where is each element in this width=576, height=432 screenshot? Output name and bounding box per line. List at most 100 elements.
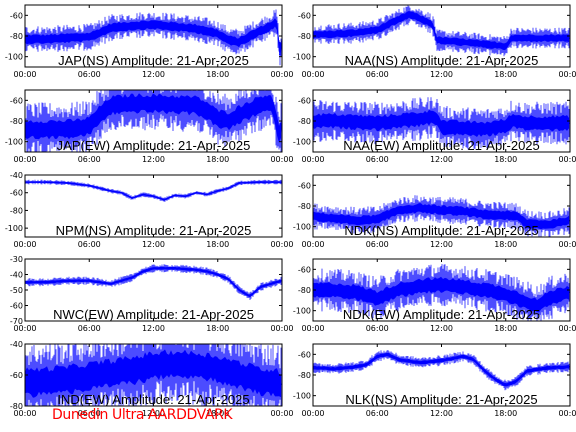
x-tick-label: 06:00 bbox=[78, 155, 101, 164]
chart-title: JAP(NS) Amplitude: 21-Apr-2025 bbox=[58, 53, 249, 68]
data-point bbox=[435, 39, 437, 41]
data-point bbox=[451, 357, 454, 360]
data-point bbox=[483, 213, 486, 216]
data-point bbox=[419, 285, 421, 287]
y-tick-label: -80 bbox=[298, 202, 311, 211]
x-tick-label: 12:00 bbox=[142, 70, 165, 79]
noise-band bbox=[313, 353, 569, 387]
data-point bbox=[494, 378, 496, 380]
x-tick-label: 00:00 bbox=[13, 240, 36, 249]
x-tick-label: 12:00 bbox=[430, 240, 453, 249]
data-layer bbox=[25, 344, 282, 406]
y-tick-label: -100 bbox=[293, 223, 311, 232]
data-point bbox=[376, 297, 379, 300]
data-point bbox=[435, 116, 437, 118]
data-point bbox=[537, 305, 539, 308]
data-point bbox=[270, 101, 273, 104]
data-point bbox=[515, 215, 518, 218]
data-layer bbox=[25, 9, 282, 66]
data-point bbox=[483, 289, 486, 291]
data-point bbox=[45, 380, 48, 383]
data-point bbox=[131, 102, 134, 105]
data-point bbox=[227, 278, 230, 280]
data-point bbox=[174, 25, 176, 28]
data-point bbox=[376, 355, 379, 358]
data-point bbox=[66, 279, 69, 282]
x-tick-label: 00:00 bbox=[13, 155, 36, 164]
data-point bbox=[131, 197, 134, 199]
data-point bbox=[66, 378, 69, 381]
data-point bbox=[433, 26, 435, 29]
x-tick-label: 18:00 bbox=[206, 324, 229, 333]
data-point bbox=[483, 43, 486, 46]
data-point bbox=[259, 286, 262, 288]
data-point bbox=[504, 384, 507, 387]
data-point bbox=[354, 219, 357, 222]
y-tick-label: -40 bbox=[10, 340, 23, 349]
y-tick-label: -80 bbox=[10, 32, 23, 41]
y-tick-label: -60 bbox=[298, 265, 311, 274]
x-tick-label: 00:00 bbox=[270, 409, 293, 418]
y-tick-label: -100 bbox=[293, 307, 311, 316]
data-point bbox=[333, 33, 336, 35]
data-point bbox=[376, 218, 379, 221]
data-layer bbox=[313, 264, 570, 321]
x-tick-label: 06:00 bbox=[78, 409, 101, 418]
x-tick-label: 12:00 bbox=[142, 409, 165, 418]
y-tick-label: -80 bbox=[10, 117, 23, 126]
data-point bbox=[504, 214, 507, 217]
data-point bbox=[419, 207, 421, 210]
data-point bbox=[333, 367, 336, 370]
data-point bbox=[131, 369, 134, 372]
chart-title: NPM(NS) Amplitude: 21-Apr-2025 bbox=[56, 223, 252, 238]
data-point bbox=[462, 127, 464, 130]
data-point bbox=[206, 270, 208, 273]
x-tick-label: 00:00 bbox=[558, 409, 576, 418]
data-point bbox=[45, 281, 48, 284]
data-point bbox=[547, 122, 550, 124]
data-point bbox=[270, 24, 273, 27]
data-point bbox=[354, 291, 357, 293]
data-point bbox=[333, 289, 336, 291]
data-point bbox=[238, 41, 241, 44]
data-point bbox=[216, 190, 219, 192]
data-point bbox=[93, 34, 96, 36]
data-point bbox=[141, 193, 144, 196]
data-point bbox=[440, 209, 443, 212]
data-point bbox=[419, 118, 421, 120]
data-point bbox=[275, 20, 278, 23]
data-point bbox=[88, 125, 91, 128]
data-point bbox=[354, 365, 357, 368]
y-tick-label: -100 bbox=[293, 53, 311, 62]
data-point bbox=[45, 38, 48, 40]
x-tick-label: 00:00 bbox=[558, 70, 576, 79]
y-tick-label: -60 bbox=[298, 96, 311, 105]
y-tick-label: -80 bbox=[298, 32, 311, 41]
chart-panel-5: 00:00 06:00 12:00 18:00 00:00 -100 -80 -60 -40 NP… bbox=[5, 171, 294, 249]
data-point bbox=[259, 380, 262, 383]
data-point bbox=[510, 37, 512, 39]
data-point bbox=[109, 282, 112, 285]
y-tick-label: -30 bbox=[10, 255, 23, 264]
data-point bbox=[419, 361, 421, 364]
chart-title: JAP(EW) Amplitude: 21-Apr-2025 bbox=[57, 138, 251, 153]
x-tick-label: 06:00 bbox=[366, 324, 389, 333]
x-tick-label: 00:00 bbox=[558, 240, 576, 249]
data-point bbox=[387, 23, 389, 26]
data-point bbox=[99, 113, 101, 116]
data-point bbox=[376, 28, 379, 31]
data-point bbox=[131, 24, 134, 27]
data-point bbox=[238, 182, 241, 184]
data-point bbox=[440, 126, 443, 129]
data-point bbox=[472, 358, 475, 361]
chart-panel-1: 00:00 06:00 12:00 18:00 00:00 -100 -80 -60 JAP(N… bbox=[5, 4, 294, 79]
data-point bbox=[365, 363, 368, 366]
data-point bbox=[419, 17, 421, 20]
data-point bbox=[259, 103, 262, 106]
x-tick-label: 18:00 bbox=[206, 409, 229, 418]
x-tick-label: 00:00 bbox=[13, 409, 36, 418]
data-point bbox=[174, 103, 176, 106]
x-tick-label: 00:00 bbox=[270, 240, 293, 249]
data-point bbox=[152, 23, 155, 26]
